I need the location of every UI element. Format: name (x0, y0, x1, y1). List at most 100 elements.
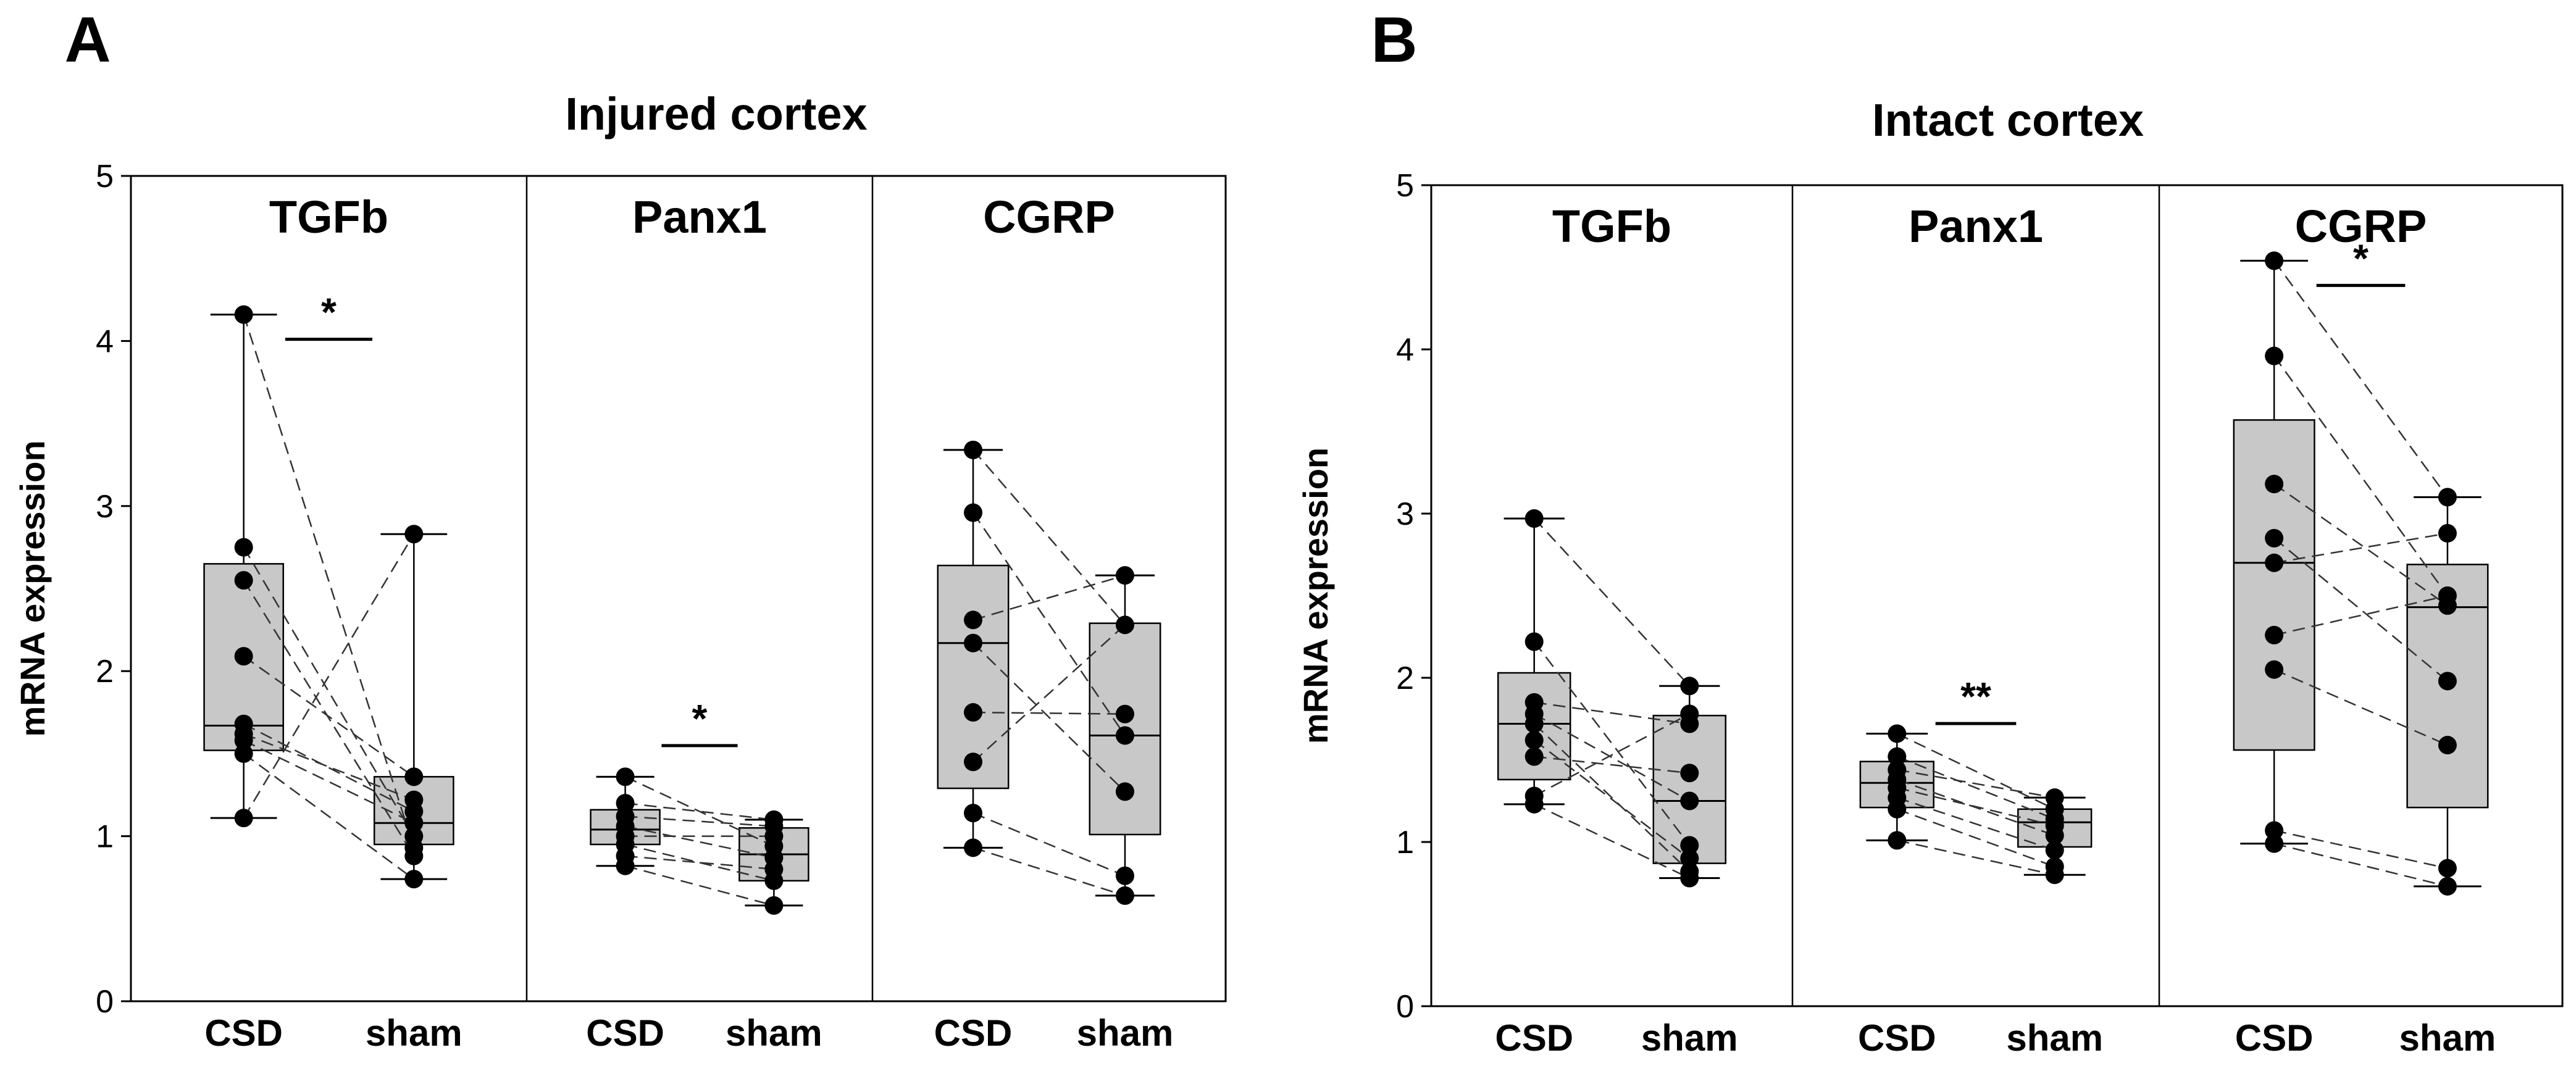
group-cgrp: CGRP* CSD sham (2233, 201, 2496, 1059)
x-tick-label: sham (1077, 1012, 1174, 1054)
pair-line (243, 723, 414, 812)
group-label: Panx1 (1909, 201, 2043, 252)
pair-line (972, 624, 1126, 763)
box (937, 564, 1010, 790)
data-point-csd (1888, 724, 1907, 743)
pair-line (2273, 594, 2448, 636)
data-point-sham (2438, 877, 2457, 896)
data-point-csd (234, 744, 253, 763)
panel-b: B Intact cortex mRNA expression 0 1 2 3 4 5 T… (1296, 4, 2564, 1059)
data-point-csd (1888, 747, 1907, 766)
data-point-sham (1680, 849, 1699, 868)
y-axis-label: mRNA expression (13, 440, 52, 736)
data-point-sham (2045, 826, 2064, 845)
pair-line (625, 802, 774, 821)
data-point-csd (964, 611, 983, 630)
y-tick-label: 2 (96, 654, 114, 690)
x-tick-label: CSD (1858, 1017, 1936, 1059)
data-point-csd (234, 647, 253, 666)
data-point-csd (234, 571, 253, 590)
x-tick-label: sham (366, 1012, 462, 1054)
x-tick-label: CSD (2235, 1017, 2314, 1059)
data-point-sham (2045, 865, 2064, 885)
pair-line (625, 825, 774, 859)
data-point-sham (404, 846, 424, 865)
y-tick-label: 4 (1396, 332, 1414, 368)
significance-marker: * (692, 696, 708, 741)
data-point-sham (1115, 704, 1134, 723)
data-point-sham (1680, 869, 1699, 888)
data-point-sham (764, 871, 784, 890)
pair-line (625, 865, 774, 907)
pair-line (1896, 778, 2055, 836)
data-point-sham (404, 870, 424, 889)
panel-letter: B (1371, 4, 1417, 76)
y-tick-label: 0 (1396, 989, 1414, 1025)
pair-line (1534, 713, 1690, 802)
y-tick-label: 3 (1396, 496, 1414, 532)
pair-line (972, 812, 1126, 877)
pair-line (243, 733, 414, 801)
pair-line (243, 547, 415, 837)
group-label: CGRP (2295, 201, 2427, 252)
data-point-sham (2438, 736, 2457, 755)
y-tick-label: 0 (96, 984, 114, 1020)
pair-line (2273, 669, 2448, 746)
panel-letter: A (64, 4, 111, 76)
pair-line (972, 512, 1126, 736)
data-point-sham (2438, 672, 2457, 691)
data-point-csd (2265, 821, 2284, 840)
data-point-sham (1680, 836, 1699, 855)
y-tick-label: 4 (96, 323, 114, 359)
x-tick-label: sham (2399, 1017, 2496, 1059)
data-point-csd (964, 838, 983, 857)
x-tick-label: CSD (586, 1012, 664, 1054)
pair-line (625, 843, 774, 882)
data-point-sham (404, 814, 424, 833)
x-tick-label: sham (1641, 1017, 1738, 1059)
group-label: Panx1 (632, 191, 767, 243)
pair-line (972, 847, 1126, 897)
data-point-sham (1115, 886, 1134, 905)
pair-line (2273, 483, 2448, 606)
groups: TGFb CSD sham Panx1 ** CSD sham CGRP* CSD sham (1495, 201, 2496, 1059)
pair-line (2273, 532, 2448, 564)
data-point-sham (1115, 726, 1134, 745)
y-tick-label: 1 (1396, 825, 1414, 861)
group-tgfb: TGFb CSD sham (1495, 201, 1738, 1059)
data-point-sham (404, 767, 424, 786)
data-point-sham (2438, 596, 2457, 615)
data-point-csd (1524, 794, 1544, 814)
data-point-csd (1888, 799, 1907, 819)
x-tick-label: CSD (934, 1012, 1013, 1054)
data-point-csd (234, 809, 253, 828)
group-label: TGFb (269, 191, 388, 243)
x-tick-label: CSD (204, 1012, 283, 1054)
y-axis-label: mRNA expression (1296, 448, 1335, 744)
data-point-csd (234, 731, 253, 750)
data-point-csd (964, 503, 983, 522)
data-point-csd (1524, 747, 1544, 766)
pair-line (2273, 355, 2448, 596)
pair-line (973, 711, 1125, 715)
pair-line (1896, 756, 2055, 820)
significance-marker: * (2353, 236, 2369, 280)
data-point-csd (2265, 475, 2284, 494)
data-point-csd (964, 752, 983, 772)
data-point-sham (1680, 677, 1699, 696)
data-point-csd (1888, 831, 1907, 850)
data-point-csd (2265, 251, 2284, 270)
pair-line (625, 776, 774, 847)
pair-line (1896, 787, 2055, 827)
x-tick-label: CSD (1495, 1017, 1573, 1059)
data-point-csd (2265, 660, 2284, 679)
data-point-sham (1115, 866, 1134, 885)
pair-line (1896, 796, 2055, 851)
data-point-sham (2438, 859, 2457, 878)
pair-line (2273, 843, 2448, 888)
data-point-csd (1524, 632, 1544, 651)
data-point-sham (2045, 841, 2064, 860)
data-point-csd (1524, 731, 1544, 750)
group-cgrp: CGRP CSD sham (934, 191, 1174, 1054)
x-tick-label: sham (2006, 1017, 2103, 1059)
